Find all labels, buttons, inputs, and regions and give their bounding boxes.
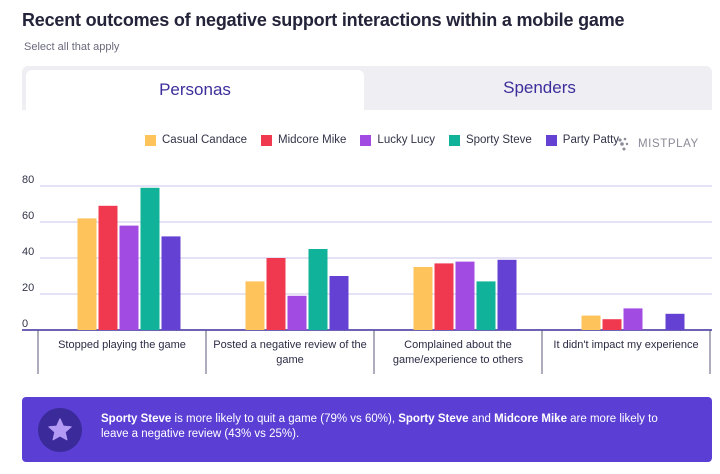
bar <box>77 218 97 330</box>
bar <box>455 261 475 330</box>
bar <box>140 187 160 330</box>
tab-personas[interactable]: Personas <box>26 70 364 110</box>
callout-highlight: Midcore Mike <box>494 413 567 425</box>
bar <box>497 259 517 330</box>
callout-highlight: Sporty Steve <box>101 413 172 425</box>
callout-icon-badge <box>38 408 82 452</box>
legend-swatch <box>145 134 156 146</box>
bar <box>623 308 643 330</box>
legend-item: Party Patty <box>545 134 620 146</box>
bar <box>581 315 601 330</box>
legend-label: Party Patty <box>562 134 620 146</box>
bar <box>119 225 139 330</box>
brand-logo: MISTPLAY <box>617 136 699 152</box>
legend-label: Lucky Lucy <box>377 134 435 146</box>
bar <box>308 249 328 330</box>
legend-swatch <box>545 134 557 146</box>
y-tick-label: 80 <box>22 174 34 186</box>
tab-bar: Personas Spenders <box>22 66 712 110</box>
bar <box>161 236 181 330</box>
legend-item: Lucky Lucy <box>360 134 435 146</box>
insight-callout: Sporty Steve is more likely to quit a ga… <box>22 397 712 462</box>
bar <box>98 205 118 330</box>
bar <box>413 267 433 330</box>
x-tick-label: game/experience to others <box>393 354 524 366</box>
legend-swatch <box>360 134 372 146</box>
bar-chart: 0 20 40 60 80 Stopped playing the game Posted … <box>22 174 712 374</box>
y-tick-label: 60 <box>22 210 34 222</box>
x-tick-label: Complained about the <box>404 339 512 351</box>
brand-name: MISTPLAY <box>638 138 699 150</box>
legend-item: Casual Candace <box>145 134 247 146</box>
legend-label: Casual Candace <box>162 134 248 146</box>
bar <box>266 258 286 330</box>
bar <box>602 319 622 330</box>
legend-label: Sporty Steve <box>465 134 532 146</box>
page-title: Recent outcomes of negative support inte… <box>22 10 625 30</box>
bar <box>665 313 685 330</box>
legend-label: Midcore Mike <box>278 134 347 146</box>
bar <box>476 281 496 330</box>
y-tick-label: 40 <box>22 246 34 258</box>
callout-text: Sporty Steve is more likely to quit a ga… <box>101 412 681 442</box>
legend-swatch <box>448 134 460 146</box>
mistplay-dots-icon <box>618 137 629 151</box>
legend-swatch <box>261 134 273 146</box>
x-tick-label: game <box>276 354 304 366</box>
x-tick-label: Stopped playing the game <box>58 339 186 351</box>
callout-segment: and <box>468 413 495 425</box>
callout-segment: are more likely to leave a negative revi… <box>101 413 658 440</box>
tab-spenders[interactable]: Spenders <box>503 78 576 97</box>
callout-segment: is more likely to quit a game (79% vs 60… <box>171 413 399 425</box>
bar <box>329 276 349 330</box>
bar <box>245 281 265 330</box>
callout-highlight: Sporty Steve <box>398 413 469 425</box>
x-tick-label: Posted a negative review of the <box>213 339 366 351</box>
y-tick-label: 20 <box>22 282 34 294</box>
legend-item: Sporty Steve <box>448 134 532 146</box>
bar <box>434 263 454 330</box>
legend-item: Midcore Mike <box>261 134 346 146</box>
page-subtitle: Select all that apply <box>24 41 120 53</box>
star-icon <box>48 418 72 441</box>
chart-legend: Casual Candace Midcore Mike Lucky Lucy Spor… <box>145 134 633 146</box>
x-tick-label: It didn't impact my experience <box>553 339 698 351</box>
bar <box>287 295 307 330</box>
y-tick-label: 0 <box>22 318 28 330</box>
